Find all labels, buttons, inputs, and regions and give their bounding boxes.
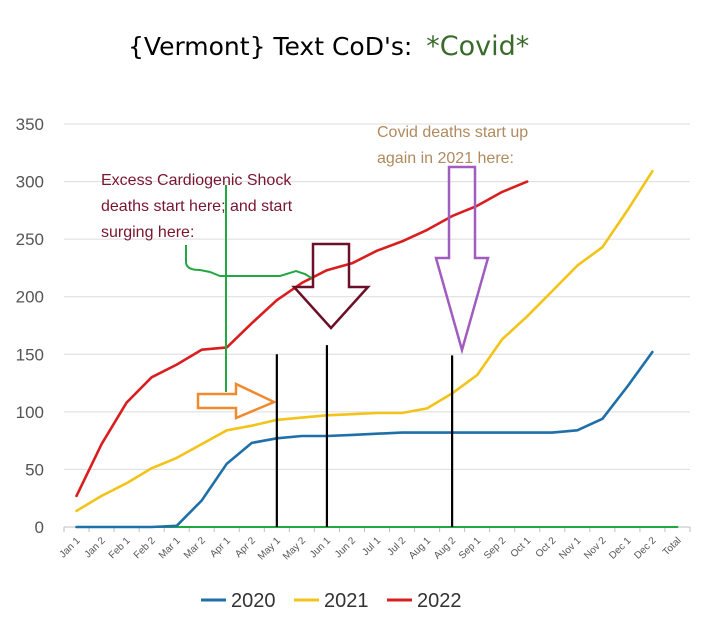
annotation-cardiogenic-line-1: Excess Cardiogenic Shock (101, 172, 292, 189)
annotation-cardiogenic-line-3: surging here: (101, 224, 194, 241)
green-bracket-arrow (185, 245, 314, 280)
annotation-covid-line-2: again in 2021 here: (377, 150, 514, 167)
orange-right-arrow (196, 382, 278, 420)
y-axis-ticks: 0 50 100 150 200 250 300 350 (16, 115, 44, 537)
y-tick-label: 350 (16, 115, 44, 134)
series-line-2021 (75, 169, 654, 513)
legend-label-2020: 2020 (231, 590, 276, 612)
y-tick-label: 100 (16, 403, 44, 422)
y-tick-label: 250 (16, 230, 44, 249)
series-lines (75, 169, 679, 529)
series-line-2022 (75, 180, 529, 498)
annotation-covid: Covid deaths start up again in 2021 here… (377, 124, 533, 167)
y-tick-label: 300 (16, 173, 44, 192)
y-tick-label: 0 (35, 518, 44, 537)
purple-down-arrow (434, 165, 490, 355)
black-vertical-markers (275, 345, 454, 527)
annotation-cardiogenic-line-2: deaths start here; and start (101, 198, 293, 215)
y-tick-label: 200 (16, 288, 44, 307)
chart-title-accent: *Covid* (426, 31, 529, 62)
chart-title: {Vermont} Text CoD's: (128, 32, 412, 61)
maroon-down-arrow (291, 242, 371, 330)
series-line-2020 (75, 350, 654, 529)
annotation-covid-line-1: Covid deaths start up (377, 124, 528, 141)
chart-title-text: {Vermont} Text CoD's: *Covid* (128, 31, 529, 62)
annotation-cardiogenic: Excess Cardiogenic Shock deaths start he… (101, 172, 297, 241)
legend-label-2022: 2022 (417, 590, 462, 612)
y-tick-label: 50 (25, 460, 44, 479)
legend-label-2021: 2021 (324, 590, 369, 612)
y-tick-label: 150 (16, 345, 44, 364)
legend: 2020 2021 2022 (201, 590, 462, 612)
